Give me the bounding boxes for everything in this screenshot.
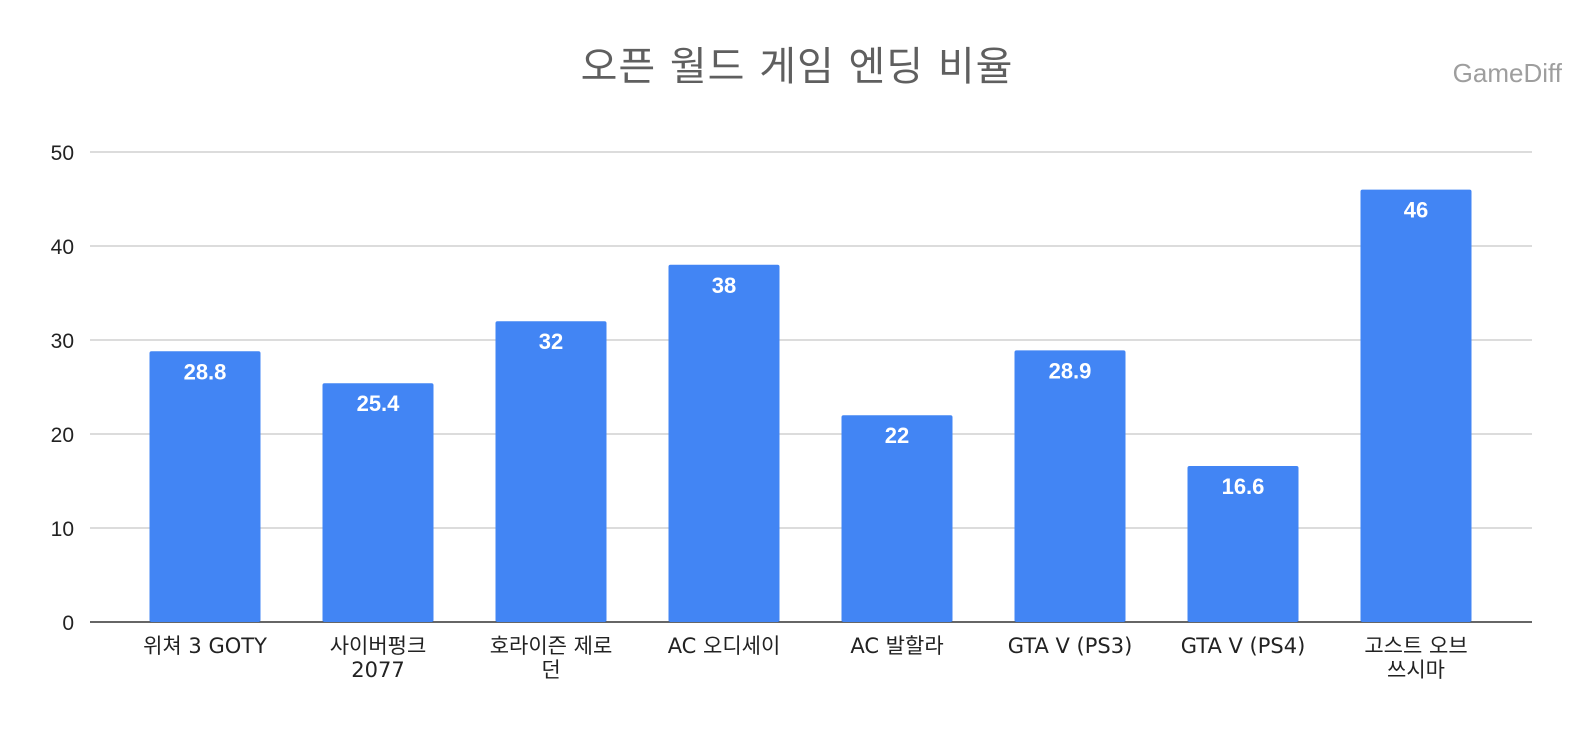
y-axis-ticks: 0 10 20 30 40 50 — [51, 142, 74, 635]
bar — [495, 321, 607, 622]
bar — [1014, 350, 1126, 622]
x-category-label: 위쳐 3 GOTY — [143, 634, 267, 658]
x-category-label: 고스트 오브 — [1364, 634, 1467, 658]
watermark: GameDiff — [1452, 58, 1562, 88]
data-label: 16.6 — [1222, 474, 1265, 499]
bar — [1187, 465, 1299, 622]
y-tick-label: 20 — [51, 424, 74, 447]
chart-title: 오픈 월드 게임 엔딩 비율 — [580, 44, 1014, 90]
bar — [149, 351, 261, 622]
y-tick-label: 0 — [62, 612, 74, 635]
bars — [149, 189, 1472, 622]
data-label: 38 — [712, 273, 736, 298]
x-category-label: 던 — [541, 658, 560, 682]
data-label: 46 — [1404, 198, 1428, 223]
bar — [668, 264, 780, 622]
data-label: 22 — [885, 423, 909, 448]
bar — [841, 415, 953, 622]
data-label: 32 — [539, 329, 563, 354]
data-label: 25.4 — [357, 391, 401, 416]
x-category-label: AC 발할라 — [850, 634, 943, 658]
x-category-label: 쓰시마 — [1387, 658, 1445, 682]
x-category-label: GTA V (PS4) — [1181, 634, 1306, 658]
x-category-label: 2077 — [351, 658, 404, 682]
x-category-label: 사이버펑크 — [330, 634, 427, 658]
y-tick-label: 10 — [51, 518, 74, 541]
data-label: 28.9 — [1049, 358, 1092, 383]
x-category-label: GTA V (PS3) — [1008, 634, 1133, 658]
gridlines — [90, 151, 1532, 623]
y-tick-label: 30 — [51, 330, 74, 353]
x-category-label: 호라이즌 제로 — [490, 634, 613, 658]
data-label: 28.8 — [184, 359, 227, 384]
data-labels: 28.8 25.4 32 38 22 28.9 16.6 46 — [184, 198, 1429, 499]
bar — [322, 383, 434, 622]
bar — [1360, 189, 1472, 622]
y-tick-label: 40 — [51, 236, 74, 259]
y-tick-label: 50 — [51, 142, 74, 165]
x-category-label: AC 오디세이 — [668, 634, 781, 658]
